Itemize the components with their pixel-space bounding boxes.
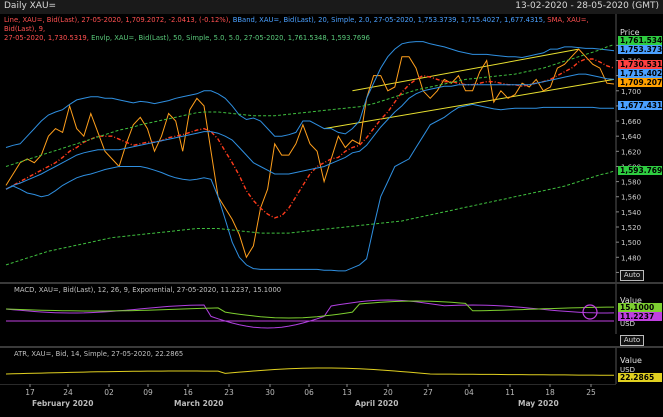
macd-auto-button[interactable]: Auto [620,335,644,346]
macd-signal-tag: 15.1000 [618,303,662,312]
legend-line[interactable]: Line, XAU=, Bid(Last), 27-05-2020, 1,709… [4,16,231,24]
price-tag: 1,715.4027 [618,69,663,78]
series-bband-middle [5,73,615,190]
date-tick-label: 27 [423,388,433,397]
legend-sma-values: 27-05-2020, 1,730.5319, [4,34,89,42]
series-bband-lower [5,103,614,272]
date-tick-label: 09 [143,388,153,397]
price-tick-label: 1,700 [621,88,641,96]
series-envlp-upper [5,44,615,167]
price-tag: 1,593.7696 [618,166,663,175]
pane-divider[interactable] [0,282,663,284]
month-label-mar: March 2020 [174,399,224,408]
price-tick-label: 1,660 [621,118,641,126]
pane-divider-2[interactable] [0,346,663,348]
price-tick-label: 1,520 [621,224,641,232]
macd-legend[interactable]: MACD, XAU=, Bid(Last), 12, 26, 9, Expone… [14,286,282,294]
price-tick-label: 1,500 [621,239,641,247]
macd-axis-unit: USD [620,320,635,328]
month-label-feb: February 2020 [32,399,94,408]
date-tick-label: 18 [545,388,555,397]
price-tick-label: 1,560 [621,194,641,202]
atr-legend[interactable]: ATR, XAU=, Bid, 14, Simple, 27-05-2020, … [14,350,184,358]
price-tag: 1,677.4315 [618,101,663,110]
date-tick-label: 30 [265,388,275,397]
date-tick-label: 16 [183,388,193,397]
date-tick-label: 25 [586,388,596,397]
legend-sma[interactable]: SMA, XAU=, Bid(Last), 9, [4,16,589,33]
date-tick-label: 11 [505,388,515,397]
date-tick-label: 20 [383,388,393,397]
date-range: 13-02-2020 - 28-05-2020 (GMT) [515,1,659,11]
chart-title: Daily XAU= [4,1,57,11]
price-tick-label: 1,480 [621,254,641,262]
price-tick-label: 1,540 [621,209,641,217]
month-label-apr: April 2020 [355,399,399,408]
date-axis: 17 24 02 09 16 23 30 06 13 20 27 04 11 18 25 [0,384,616,397]
macd-line [5,299,615,329]
price-tag: 1,709.2072 [618,78,663,87]
date-tick-label: 24 [63,388,73,397]
series-sma-9 [5,58,615,219]
legend-bband[interactable]: BBand, XAU=, Bid(Last), 20, Simple, 2.0,… [232,16,546,24]
macd-signal-line [5,300,614,319]
price-axis-heading: Price [620,28,640,37]
date-tick-label: 13 [342,388,352,397]
date-tick-label: 04 [464,388,474,397]
atr-axis-heading: Value [620,356,642,365]
trend-channel-lower [324,78,615,130]
main-price-chart[interactable]: 1,7601,7401,7201,7001,6801,6601,6401,620… [0,14,663,282]
price-tag: 1,753.3739 [618,45,663,54]
price-tick-label: 1,580 [621,179,641,187]
main-auto-button[interactable]: Auto [620,270,644,281]
series-envlp-lower [5,170,615,266]
macd-crossover-marker [582,304,598,320]
price-tag: 1,761.5348 [618,36,663,45]
date-tick-label: 02 [104,388,114,397]
series-bband-upper [5,41,615,148]
legend-envelope[interactable]: Envlp, XAU=, Bid(Last), 50, Simple, 5.0,… [91,34,370,42]
month-label-may: May 2020 [518,399,559,408]
atr-line [5,367,614,376]
atr-value-tag: 22.2865 [618,373,662,382]
atr-axis-unit: USD [620,366,635,374]
trend-channel-upper [352,48,579,92]
macd-chart[interactable] [0,284,663,334]
date-tick-label: 23 [224,388,234,397]
main-legend: Line, XAU=, Bid(Last), 27-05-2020, 1,709… [4,16,616,43]
macd-line-tag: 11.2237 [618,312,662,321]
price-tag: 1,730.5319 [618,60,663,69]
atr-chart[interactable] [0,348,663,384]
chart-title-bar: Daily XAU= 13-02-2020 - 28-05-2020 (GMT) [0,0,663,14]
price-tick-label: 1,620 [621,148,641,156]
series-line-xau-bid-last- [5,48,615,259]
date-tick-label: 06 [304,388,314,397]
date-tick-label: 17 [25,388,35,397]
price-tick-label: 1,640 [621,133,641,141]
macd-axis-heading: Value [620,296,642,305]
